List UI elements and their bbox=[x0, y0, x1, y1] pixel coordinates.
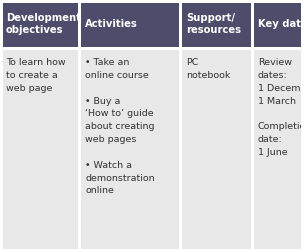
Text: To learn how
to create a
web page: To learn how to create a web page bbox=[6, 58, 66, 93]
Bar bbox=[0, 249, 304, 252]
Text: Key dates: Key dates bbox=[258, 19, 304, 29]
Bar bbox=[0, 47, 304, 49]
Bar bbox=[0, 48, 79, 252]
Bar bbox=[0, 0, 79, 48]
Bar bbox=[0, 0, 304, 3]
Text: PC
notebook: PC notebook bbox=[186, 58, 230, 80]
Bar bbox=[180, 48, 252, 252]
Text: Activities: Activities bbox=[85, 19, 138, 29]
Bar bbox=[250, 0, 254, 252]
Bar bbox=[78, 0, 81, 252]
Bar bbox=[180, 0, 252, 48]
Bar bbox=[79, 0, 180, 48]
Bar bbox=[252, 0, 304, 48]
Text: Review
dates:
1 December
1 March

Completion
date:
1 June: Review dates: 1 December 1 March Complet… bbox=[258, 58, 304, 157]
Text: • Take an
online course

• Buy a
‘How to’ guide
about creating
web pages

• Watc: • Take an online course • Buy a ‘How to’… bbox=[85, 58, 155, 196]
Text: Development
objectives: Development objectives bbox=[6, 13, 81, 35]
Bar bbox=[252, 48, 304, 252]
Bar bbox=[178, 0, 181, 252]
Text: Support/
resources: Support/ resources bbox=[186, 13, 241, 35]
Bar bbox=[0, 0, 3, 252]
Bar bbox=[79, 48, 180, 252]
Bar bbox=[301, 0, 304, 252]
